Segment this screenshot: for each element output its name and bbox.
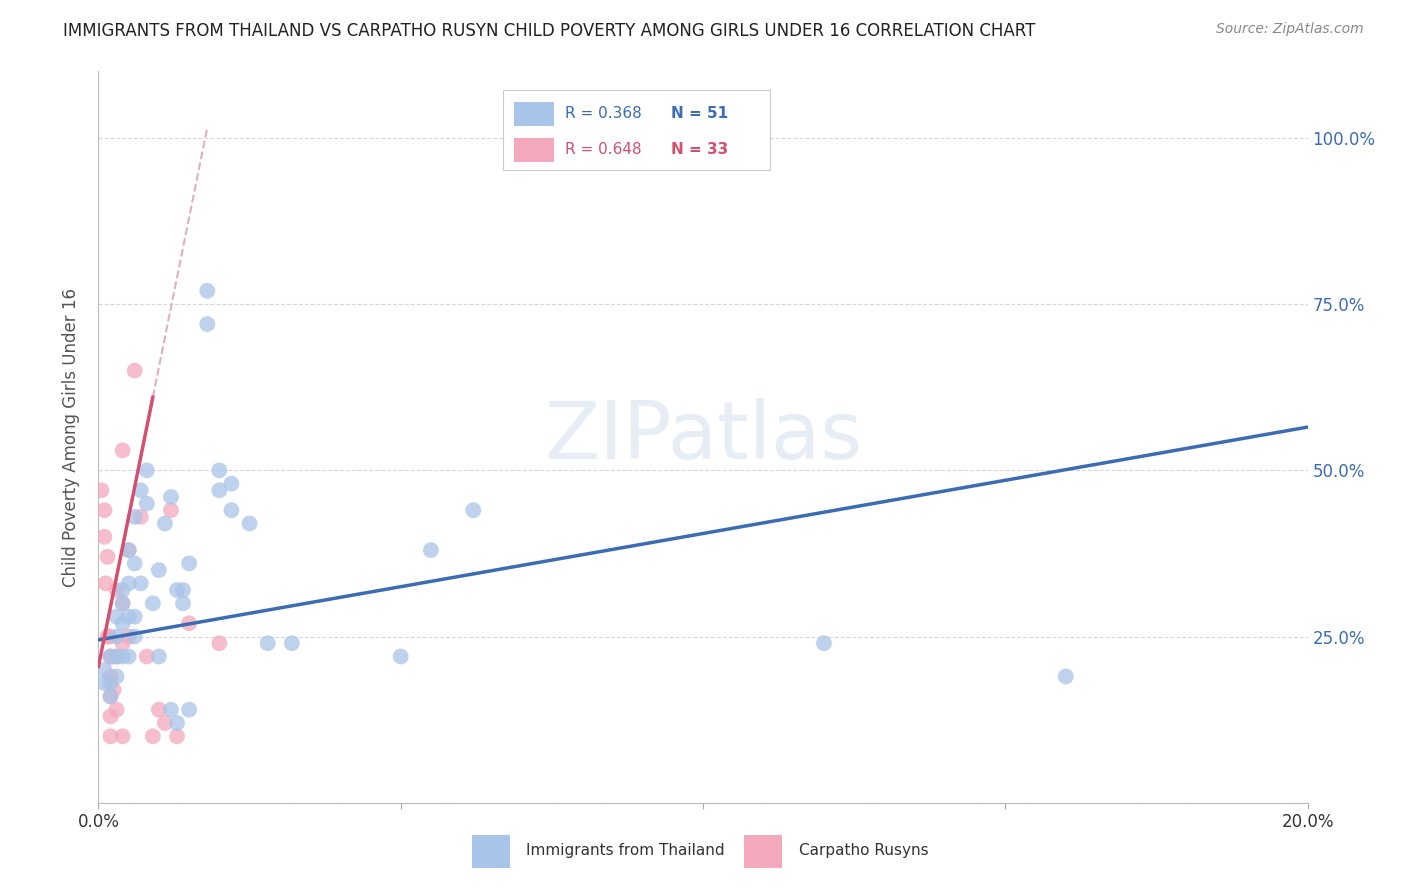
Point xyxy=(105,630,128,644)
Point xyxy=(166,582,188,597)
Point xyxy=(124,630,146,644)
Point xyxy=(631,131,654,145)
Point xyxy=(111,582,134,597)
Point xyxy=(105,649,128,664)
Point xyxy=(1054,669,1077,683)
Point xyxy=(179,557,201,571)
Point xyxy=(100,649,122,664)
Point xyxy=(124,509,146,524)
Point xyxy=(100,690,122,704)
Point xyxy=(195,284,218,298)
Point xyxy=(256,636,278,650)
Point xyxy=(208,483,231,498)
Point xyxy=(142,729,165,743)
Point xyxy=(420,543,443,558)
Point xyxy=(105,649,128,664)
Point xyxy=(118,576,141,591)
Point xyxy=(124,363,146,377)
Point xyxy=(129,576,152,591)
Point xyxy=(239,516,262,531)
Point xyxy=(118,630,141,644)
Text: IMMIGRANTS FROM THAILAND VS CARPATHO RUSYN CHILD POVERTY AMONG GIRLS UNDER 16 CO: IMMIGRANTS FROM THAILAND VS CARPATHO RUS… xyxy=(63,22,1036,40)
Point xyxy=(813,636,835,650)
Point xyxy=(105,582,128,597)
Point xyxy=(103,682,125,697)
Point xyxy=(118,609,141,624)
Point xyxy=(111,596,134,610)
Point xyxy=(118,543,141,558)
Point xyxy=(129,483,152,498)
Point xyxy=(98,630,121,644)
Point xyxy=(94,576,117,591)
Point xyxy=(105,669,128,683)
Point xyxy=(100,676,122,690)
Point xyxy=(172,582,194,597)
Point xyxy=(105,703,128,717)
Point xyxy=(135,463,157,477)
Point xyxy=(118,543,141,558)
Point xyxy=(153,516,176,531)
Point xyxy=(148,563,170,577)
Point xyxy=(221,476,243,491)
Point xyxy=(179,616,201,631)
Point xyxy=(111,636,134,650)
Point xyxy=(111,443,134,458)
Point xyxy=(221,503,243,517)
Point xyxy=(111,616,134,631)
Point xyxy=(124,609,146,624)
Point xyxy=(179,703,201,717)
Point xyxy=(111,729,134,743)
Point xyxy=(118,649,141,664)
Point xyxy=(96,630,118,644)
Point xyxy=(166,729,188,743)
Point xyxy=(389,649,412,664)
Point xyxy=(105,609,128,624)
Point xyxy=(124,557,146,571)
Point xyxy=(100,649,122,664)
Point xyxy=(148,703,170,717)
Point xyxy=(463,503,485,517)
Point xyxy=(160,490,183,504)
Point xyxy=(166,716,188,731)
Point xyxy=(148,649,170,664)
Point xyxy=(208,636,231,650)
Point xyxy=(90,483,112,498)
Point xyxy=(208,463,231,477)
Point xyxy=(281,636,304,650)
Point xyxy=(153,716,176,731)
Point xyxy=(111,596,134,610)
Point xyxy=(100,709,122,723)
Point xyxy=(195,317,218,331)
Point xyxy=(93,663,115,677)
Point xyxy=(96,549,118,564)
Point xyxy=(93,530,115,544)
Point xyxy=(100,649,122,664)
Point xyxy=(100,729,122,743)
Point xyxy=(100,669,122,683)
Point xyxy=(160,503,183,517)
Point xyxy=(135,497,157,511)
Point xyxy=(142,596,165,610)
Text: ZIPatlas: ZIPatlas xyxy=(544,398,862,476)
Text: Source: ZipAtlas.com: Source: ZipAtlas.com xyxy=(1216,22,1364,37)
Y-axis label: Child Poverty Among Girls Under 16: Child Poverty Among Girls Under 16 xyxy=(62,287,80,587)
Point xyxy=(100,690,122,704)
Point xyxy=(129,509,152,524)
Point xyxy=(172,596,194,610)
Point xyxy=(93,503,115,517)
Point xyxy=(160,703,183,717)
Point xyxy=(111,649,134,664)
Point xyxy=(93,676,115,690)
Point xyxy=(135,649,157,664)
